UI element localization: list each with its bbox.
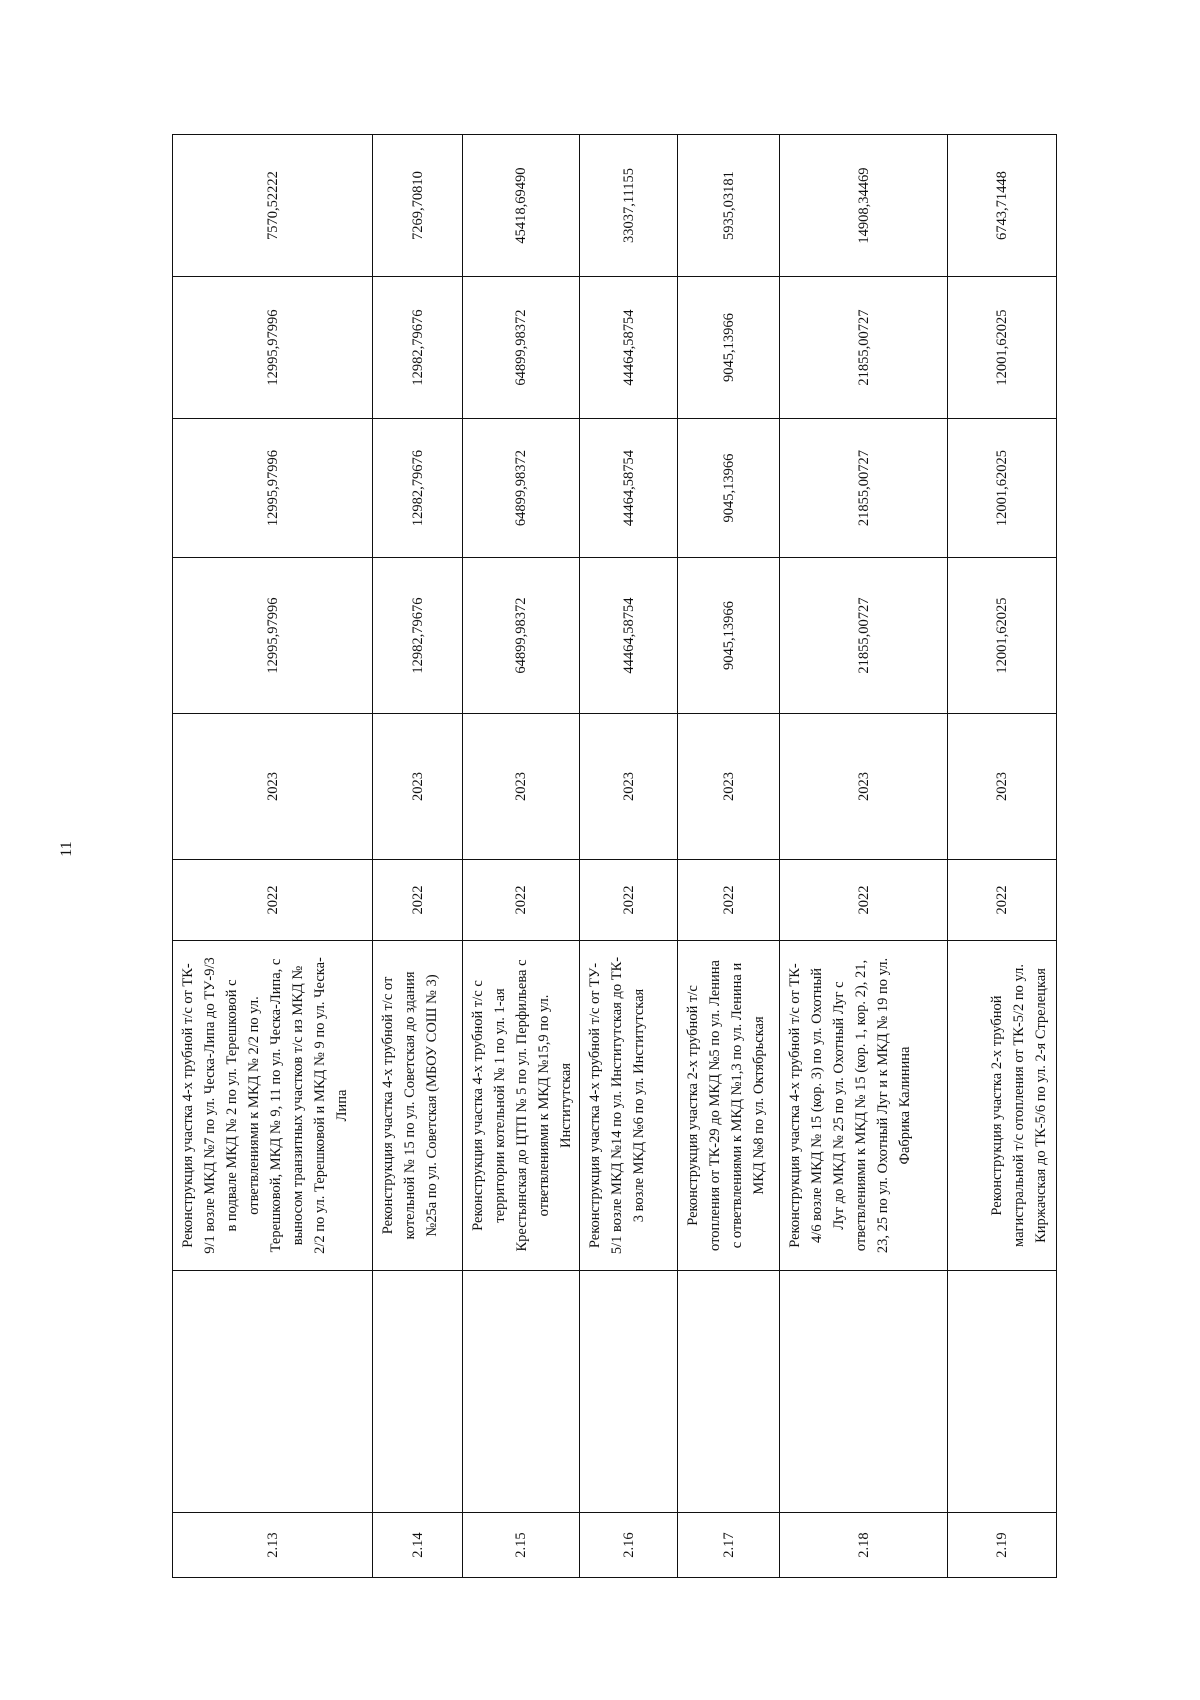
- note-cell: [462, 1270, 580, 1513]
- start-year: 2022: [579, 859, 678, 941]
- description: Реконструкция участка 2-х трубной т/с от…: [677, 940, 780, 1271]
- start-year: 2022: [779, 859, 948, 941]
- cost-total: 12982,79676: [372, 557, 463, 714]
- table-row: 2.16 Реконструкция участка 4-х трубной т/…: [579, 134, 678, 1578]
- end-year: 2023: [947, 713, 1057, 860]
- start-year: 2022: [172, 859, 373, 941]
- cost-value-2: 12982,79676: [372, 418, 463, 558]
- cost-value-4: 7269,70810: [372, 134, 463, 277]
- description: Реконструкция участка 4-х трубной т/с от…: [579, 940, 678, 1271]
- table-row: 2.13 Реконструкция участка 4-х трубной т/…: [172, 134, 373, 1578]
- table-row: 2.15 Реконструкция участка 4-х трубной т/…: [462, 134, 580, 1578]
- cost-value-3: 12982,79676: [372, 276, 463, 419]
- cost-value-2: 44464,58754: [579, 418, 678, 558]
- cost-value-3: 64899,98372: [462, 276, 580, 419]
- note-cell: [579, 1270, 678, 1513]
- cost-value-2: 9045,13966: [677, 418, 780, 558]
- start-year: 2022: [947, 859, 1057, 941]
- end-year: 2023: [677, 713, 780, 860]
- page-number: 11: [58, 841, 75, 857]
- cost-total: 12995,97996: [172, 557, 373, 714]
- cost-value-4: 5935,03181: [677, 134, 780, 277]
- start-year: 2022: [462, 859, 580, 941]
- cost-value-3: 44464,58754: [579, 276, 678, 419]
- row-number: 2.17: [677, 1512, 780, 1578]
- row-number: 2.19: [947, 1512, 1057, 1578]
- cost-total: 44464,58754: [579, 557, 678, 714]
- row-number: 2.16: [579, 1512, 678, 1578]
- works-table: 2.13 Реконструкция участка 4-х трубной т/…: [172, 134, 1057, 1578]
- end-year: 2023: [462, 713, 580, 860]
- table-row: 2.19 Реконструкция участка 2-х трубной ма…: [947, 134, 1057, 1578]
- cost-value-4: 45418,69490: [462, 134, 580, 277]
- end-year: 2023: [172, 713, 373, 860]
- row-number: 2.18: [779, 1512, 948, 1578]
- cost-value-2: 64899,98372: [462, 418, 580, 558]
- cost-total: 12001,62025: [947, 557, 1057, 714]
- description: Реконструкция участка 4-х трубной т/с от…: [172, 940, 373, 1271]
- end-year: 2023: [779, 713, 948, 860]
- cost-value-2: 12001,62025: [947, 418, 1057, 558]
- start-year: 2022: [372, 859, 463, 941]
- cost-total: 9045,13966: [677, 557, 780, 714]
- row-number: 2.13: [172, 1512, 373, 1578]
- cost-value-2: 21855,00727: [779, 418, 948, 558]
- end-year: 2023: [579, 713, 678, 860]
- cost-value-4: 6743,71448: [947, 134, 1057, 277]
- note-cell: [372, 1270, 463, 1513]
- cost-value-4: 33037,11155: [579, 134, 678, 277]
- cost-value-4: 7570,52222: [172, 134, 373, 277]
- note-cell: [779, 1270, 948, 1513]
- description: Реконструкция участка 2-х трубной магист…: [947, 940, 1057, 1271]
- note-cell: [172, 1270, 373, 1513]
- cost-value-3: 9045,13966: [677, 276, 780, 419]
- description: Реконструкция участка 4-х трубной т/с от…: [372, 940, 463, 1271]
- table-row: 2.14 Реконструкция участка 4-х трубной т/…: [372, 134, 463, 1578]
- rotated-table-container: 2.13 Реконструкция участка 4-х трубной т/…: [172, 134, 1057, 1578]
- description: Реконструкция участка 4-х трубной т/с с …: [462, 940, 580, 1271]
- cost-value-4: 14908,34469: [779, 134, 948, 277]
- cost-value-3: 12001,62025: [947, 276, 1057, 419]
- cost-total: 64899,98372: [462, 557, 580, 714]
- start-year: 2022: [677, 859, 780, 941]
- end-year: 2023: [372, 713, 463, 860]
- description: Реконструкция участка 4-х трубной т/с от…: [779, 940, 948, 1271]
- table-row: 2.17 Реконструкция участка 2-х трубной т/…: [677, 134, 780, 1578]
- note-cell: [677, 1270, 780, 1513]
- row-number: 2.14: [372, 1512, 463, 1578]
- cost-value-3: 12995,97996: [172, 276, 373, 419]
- note-cell: [947, 1270, 1057, 1513]
- cost-total: 21855,00727: [779, 557, 948, 714]
- table-row: 2.18 Реконструкция участка 4-х трубной т/…: [779, 134, 948, 1578]
- cost-value-2: 12995,97996: [172, 418, 373, 558]
- cost-value-3: 21855,00727: [779, 276, 948, 419]
- row-number: 2.15: [462, 1512, 580, 1578]
